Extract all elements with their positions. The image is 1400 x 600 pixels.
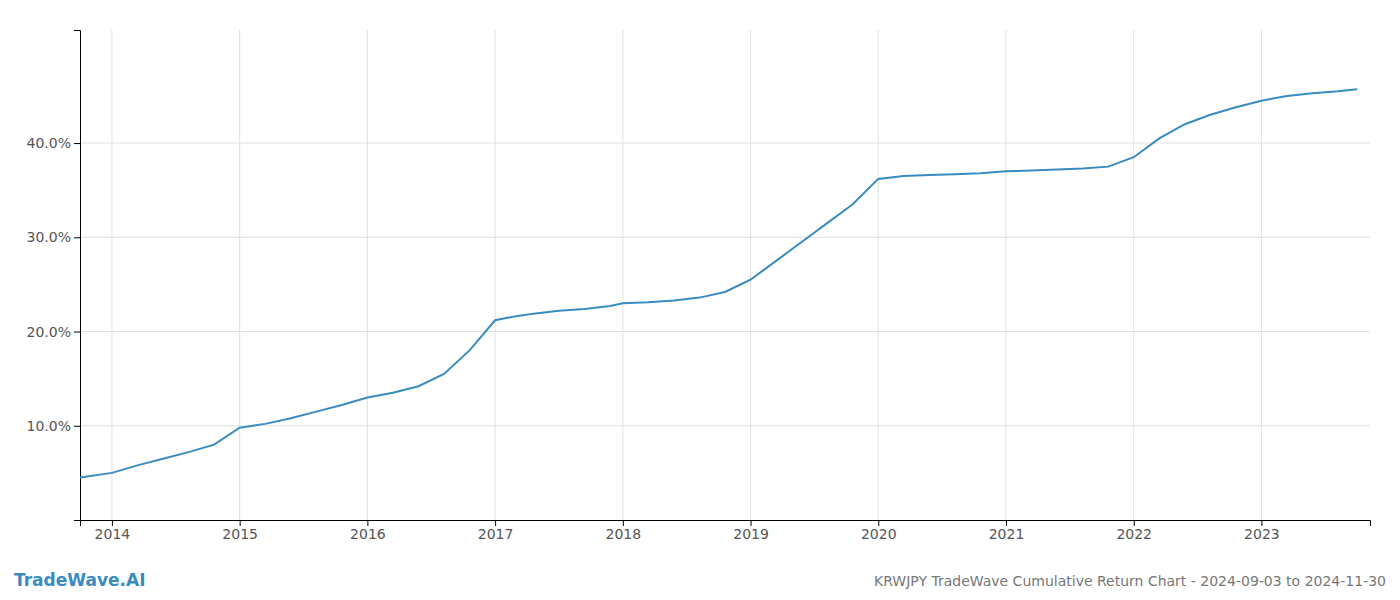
title: KRWJPY TradeWave Cumulative Return Chart… <box>874 573 1386 589</box>
x-tick: 2022 <box>1116 520 1152 542</box>
y-tick: 40.0% <box>27 135 80 151</box>
grid-line-x <box>495 30 496 520</box>
x-tick: 2020 <box>861 520 897 542</box>
grid-line-x <box>878 30 879 520</box>
y-tick-mark <box>74 332 80 333</box>
y-tick-label: 40.0% <box>27 135 71 151</box>
x-axis: 2014 2015 2016 2017 2018 2019 2020 2021 2022 2023 <box>81 520 1371 542</box>
x-tick-label: 2018 <box>606 526 642 542</box>
grid-line-x <box>1133 30 1134 520</box>
y-tick-mark <box>74 426 80 427</box>
grid-line-x <box>367 30 368 520</box>
x-tick-label: 2017 <box>478 526 514 542</box>
y-tick-label: 30.0% <box>27 229 71 245</box>
x-tick-label: 2020 <box>861 526 897 542</box>
x-tick-label: 2014 <box>95 526 131 542</box>
y-tick: 30.0% <box>27 229 80 245</box>
watermark: TradeWave.AI <box>14 570 145 590</box>
x-tick: 2015 <box>222 520 258 542</box>
grid-line-y <box>80 425 1370 426</box>
y-tick-mark <box>74 143 80 144</box>
x-tick-label: 2021 <box>989 526 1025 542</box>
grid-line-y <box>80 143 1370 144</box>
x-tick: 2019 <box>733 520 769 542</box>
grid <box>80 30 1370 520</box>
x-tick-label: 2022 <box>1116 526 1152 542</box>
x-tick: 2017 <box>478 520 514 542</box>
x-axis-line <box>81 521 1371 527</box>
x-tick-label: 2023 <box>1244 526 1280 542</box>
x-tick: 2023 <box>1244 520 1280 542</box>
grid-line-x <box>1005 30 1006 520</box>
x-tick-label: 2019 <box>733 526 769 542</box>
x-tick-label: 2015 <box>222 526 258 542</box>
y-tick: 10.0% <box>27 418 80 434</box>
y-axis: 10.0% 20.0% 30.0% 40.0% <box>27 31 81 521</box>
chart: 2014 2015 2016 2017 2018 2019 2020 2021 2022 2023… <box>0 0 1400 600</box>
x-tick-label: 2016 <box>350 526 386 542</box>
grid-line-x <box>622 30 623 520</box>
grid-line-x <box>750 30 751 520</box>
line <box>80 89 1357 477</box>
x-tick: 2021 <box>989 520 1025 542</box>
grid-line-y <box>80 237 1370 238</box>
y-tick: 20.0% <box>27 324 80 340</box>
y-tick-label: 20.0% <box>27 324 71 340</box>
series <box>80 89 1357 477</box>
x-tick: 2014 <box>95 520 131 542</box>
y-tick-label: 10.0% <box>27 418 71 434</box>
y-tick-mark <box>74 237 80 238</box>
x-tick: 2016 <box>350 520 386 542</box>
plot: 2014 2015 2016 2017 2018 2019 2020 2021 2022 2023… <box>27 30 1371 542</box>
y-axis-line <box>74 31 81 521</box>
grid-line-x <box>239 30 240 520</box>
grid-line-x <box>111 30 112 520</box>
grid-line-x <box>1261 30 1262 520</box>
grid-line-y <box>80 331 1370 332</box>
x-tick: 2018 <box>606 520 642 542</box>
